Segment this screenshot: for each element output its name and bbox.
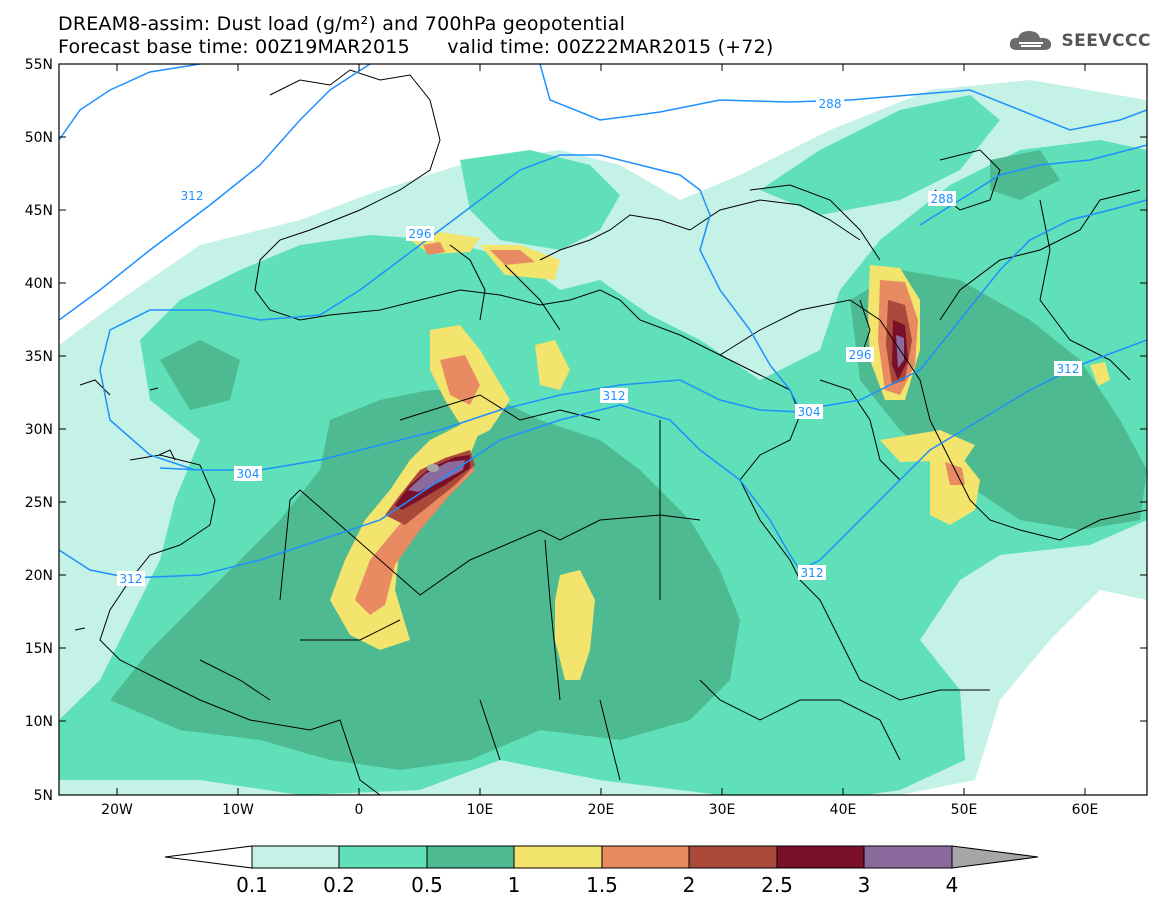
- contour-label-288a: 288: [816, 96, 844, 111]
- colorbar-high-arrow: [952, 846, 1038, 868]
- contour-label-text: 312: [1057, 362, 1080, 376]
- colorbar-swatch: [602, 846, 689, 868]
- cloud-icon: [1010, 31, 1052, 50]
- lon-label: 50E: [951, 802, 978, 818]
- lon-label: 0: [355, 802, 364, 818]
- dust-band-dark-green: [110, 150, 1147, 770]
- dust-band-purple: [408, 335, 904, 492]
- contour-label-304b: 304: [795, 404, 823, 419]
- colorbar-swatch: [339, 846, 427, 868]
- lat-label: 30N: [25, 422, 53, 438]
- forecast-base-time: Forecast base time: 00Z19MAR2015: [58, 36, 410, 58]
- contour-label-text: 312: [181, 189, 204, 203]
- colorbar-label: 3: [858, 873, 871, 897]
- contour-label-312d: 312: [798, 565, 826, 580]
- colorbar-swatch: [427, 846, 514, 868]
- lat-label: 45N: [25, 203, 53, 219]
- lon-label: 40E: [830, 802, 857, 818]
- contour-label-304a: 304: [234, 466, 262, 481]
- seevccc-logo: SEEVCCC: [1007, 28, 1151, 54]
- colorbar-low-arrow: [164, 845, 253, 869]
- contour-label-text: 312: [603, 389, 626, 403]
- lon-label: 20E: [588, 802, 615, 818]
- contour-label-text: 288: [819, 97, 842, 111]
- colorbar-label: 0.2: [323, 873, 355, 897]
- lat-label: 20N: [25, 568, 53, 584]
- colorbar-label: 0.5: [411, 873, 443, 897]
- time-line: Forecast base time: 00Z19MAR2015 valid t…: [58, 36, 774, 58]
- logo-text: SEEVCCC: [1061, 31, 1151, 51]
- lon-label: 20W: [101, 802, 133, 818]
- coastlines: [74, 69, 1147, 795]
- colorbar-swatch: [777, 846, 864, 868]
- contour-label-296b: 296: [846, 347, 874, 362]
- axis-ticks: [59, 63, 1147, 796]
- contour-label-text: 296: [849, 348, 872, 362]
- dust-band-grey: [427, 464, 439, 472]
- colorbar-label: 1.5: [586, 873, 618, 897]
- lat-label: 5N: [34, 788, 53, 804]
- colorbar-swatch: [689, 846, 777, 868]
- lat-label: 15N: [25, 641, 53, 657]
- lat-label: 55N: [25, 57, 53, 73]
- contour-label-296a: 296: [406, 226, 434, 241]
- contour-label-text: 312: [801, 566, 824, 580]
- colorbar-swatch: [252, 846, 339, 868]
- contour-label-text: 304: [237, 467, 260, 481]
- colorbar-swatch: [864, 846, 952, 868]
- contour-label-288b: 288: [928, 191, 956, 206]
- colorbar-label: 0.1: [236, 873, 268, 897]
- contour-label-312c: 312: [600, 388, 628, 403]
- lat-label: 10N: [25, 714, 53, 730]
- contour-label-312a: 312: [178, 188, 206, 203]
- contour-label-text: 304: [798, 405, 821, 419]
- map-title: DREAM8-assim: Dust load (g/m²) and 700hP…: [58, 13, 626, 35]
- colorbar: 0.1 0.2 0.5 1 1.5 2 2.5 3 4: [164, 845, 1039, 897]
- latitude-labels: 55N 50N 45N 40N 35N 30N 25N 20N 15N 10N …: [25, 57, 53, 804]
- contour-label-312e: 312: [1054, 361, 1082, 376]
- lon-label: 30E: [709, 802, 736, 818]
- contour-label-312b: 312: [117, 571, 145, 586]
- colorbar-swatch: [514, 846, 602, 868]
- contour-label-text: 296: [409, 227, 432, 241]
- contour-label-text: 312: [120, 572, 143, 586]
- contour-label-text: 288: [931, 192, 954, 206]
- lon-label: 60E: [1072, 802, 1099, 818]
- valid-time: valid time: 00Z22MAR2015 (+72): [447, 36, 774, 58]
- longitude-labels: 20W 10W 0 10E 20E 30E 40E 50E 60E: [101, 802, 1098, 818]
- lon-label: 10W: [222, 802, 254, 818]
- lat-label: 40N: [25, 276, 53, 292]
- lon-label: 10E: [467, 802, 494, 818]
- colorbar-label: 2: [683, 873, 696, 897]
- map-field: 288 288 296 296 304 304 312 312 312 312 …: [59, 64, 1147, 795]
- lat-label: 35N: [25, 349, 53, 365]
- colorbar-label: 1: [508, 873, 521, 897]
- colorbar-label: 4: [946, 873, 959, 897]
- lat-label: 50N: [25, 130, 53, 146]
- lat-label: 25N: [25, 495, 53, 511]
- colorbar-label: 2.5: [761, 873, 793, 897]
